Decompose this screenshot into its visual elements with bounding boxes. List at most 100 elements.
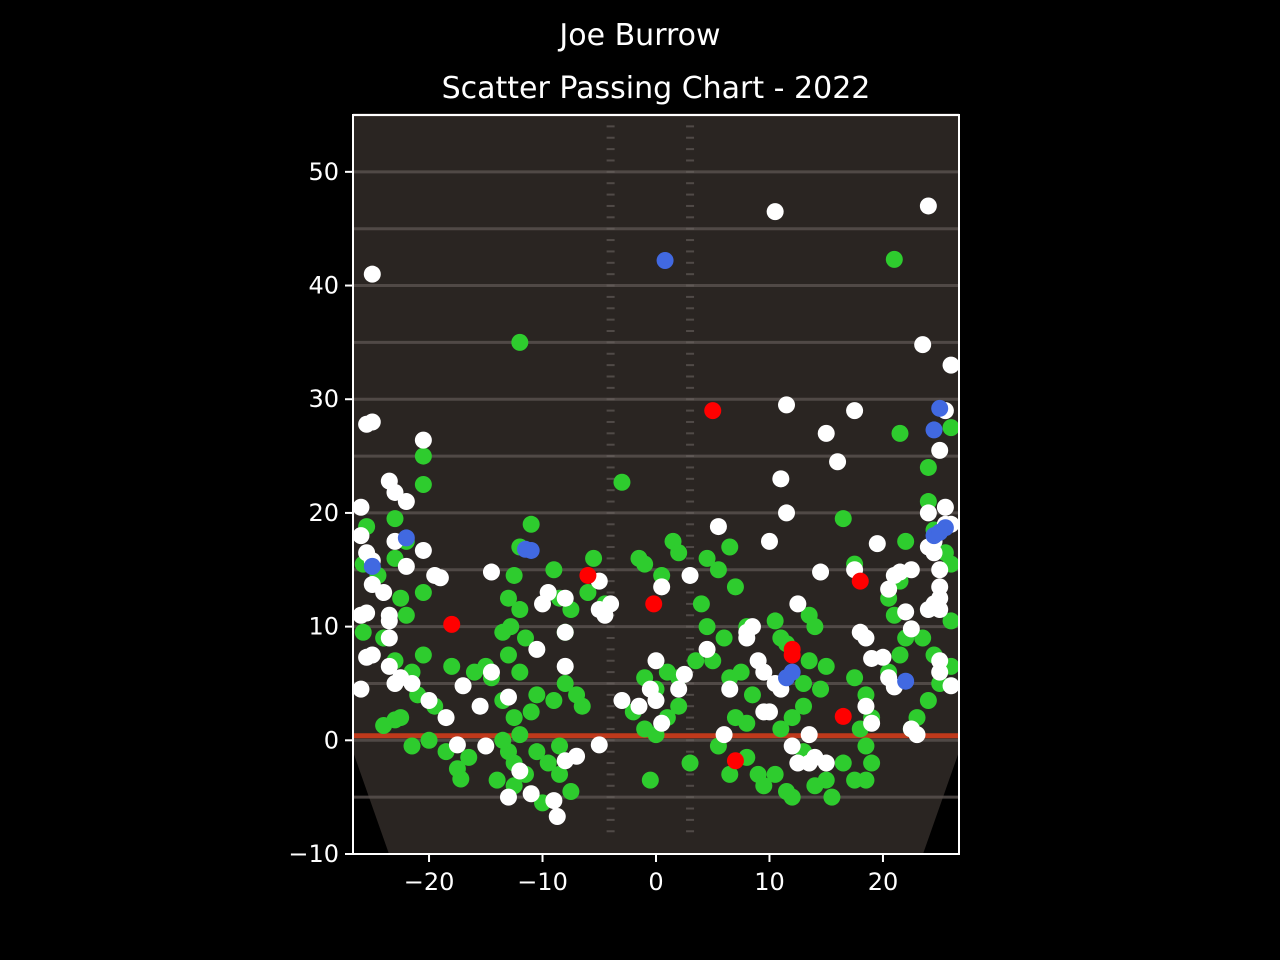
scatter-point bbox=[942, 419, 960, 437]
scatter-point bbox=[715, 629, 733, 647]
scatter-point bbox=[613, 692, 631, 710]
scatter-point bbox=[908, 726, 926, 744]
scatter-point bbox=[931, 523, 949, 541]
scatter-point bbox=[641, 771, 659, 789]
scatter-point bbox=[772, 470, 790, 488]
scatter-point bbox=[602, 595, 620, 613]
scatter-point bbox=[925, 421, 943, 439]
scatter-point bbox=[698, 640, 716, 658]
scatter-point bbox=[522, 515, 540, 533]
scatter-point bbox=[656, 252, 674, 270]
scatter-point bbox=[681, 566, 699, 584]
scatter-point bbox=[783, 737, 801, 755]
scatter-point bbox=[919, 601, 937, 619]
scatter-point bbox=[675, 665, 693, 683]
scatter-point bbox=[670, 544, 688, 562]
scatter-point bbox=[897, 603, 915, 621]
scatter-point bbox=[494, 731, 512, 749]
scatter-point bbox=[783, 709, 801, 727]
x-axis: −20 −10 0 10 20 bbox=[404, 854, 899, 896]
x-tick-label: −20 bbox=[404, 868, 455, 896]
scatter-point bbox=[522, 703, 540, 721]
scatter-point bbox=[511, 762, 529, 780]
y-tick-label: 50 bbox=[308, 158, 339, 186]
scatter-point bbox=[556, 657, 574, 675]
scatter-point bbox=[352, 527, 370, 545]
scatter-point bbox=[931, 663, 949, 681]
scatter-point bbox=[545, 792, 563, 810]
scatter-point bbox=[709, 518, 727, 536]
scatter-point bbox=[817, 657, 835, 675]
scatter-point bbox=[823, 788, 841, 806]
scatter-point bbox=[721, 538, 739, 556]
scatter-point bbox=[919, 458, 937, 476]
scatter-point bbox=[857, 737, 875, 755]
scatter-point bbox=[363, 557, 381, 575]
scatter-point bbox=[738, 714, 756, 732]
scatter-point bbox=[936, 498, 954, 516]
scatter-point bbox=[397, 493, 415, 511]
scatter-point bbox=[420, 692, 438, 710]
scatter-point bbox=[437, 709, 455, 727]
scatter-point bbox=[846, 669, 864, 687]
scatter-point bbox=[806, 618, 824, 636]
scatter-point bbox=[760, 703, 778, 721]
y-tick-label: 0 bbox=[324, 726, 339, 754]
scatter-point bbox=[397, 529, 415, 547]
scatter-point bbox=[380, 657, 398, 675]
scatter-point bbox=[568, 747, 586, 765]
scatter-point bbox=[545, 561, 563, 579]
scatter-point bbox=[505, 709, 523, 727]
scatter-point bbox=[647, 692, 665, 710]
chart-title: Joe Burrow bbox=[557, 18, 720, 53]
scatter-point bbox=[556, 589, 574, 607]
scatter-point bbox=[556, 674, 574, 692]
scatter-point bbox=[914, 336, 932, 354]
scatter-point bbox=[721, 765, 739, 783]
scatter-point bbox=[755, 663, 773, 681]
scatter-point bbox=[505, 566, 523, 584]
y-tick-label: −10 bbox=[288, 840, 339, 868]
scatter-point bbox=[397, 557, 415, 575]
scatter-point bbox=[562, 782, 580, 800]
x-tick-label: 20 bbox=[868, 868, 899, 896]
scatter-point bbox=[817, 424, 835, 442]
scatter-point bbox=[386, 711, 404, 729]
scatter-point bbox=[590, 736, 608, 754]
scatter-point bbox=[772, 720, 790, 738]
scatter-point bbox=[573, 697, 591, 715]
data-points bbox=[352, 197, 960, 825]
x-tick-label: 0 bbox=[648, 868, 663, 896]
scatter-point bbox=[511, 601, 529, 619]
scatter-point bbox=[687, 652, 705, 670]
scatter-point bbox=[766, 612, 784, 630]
scatter-point bbox=[670, 697, 688, 715]
scatter-point bbox=[880, 580, 898, 598]
scatter-point bbox=[766, 203, 784, 221]
scatter-point bbox=[488, 771, 506, 789]
scatter-point bbox=[653, 578, 671, 596]
scatter-point bbox=[386, 510, 404, 528]
scatter-point bbox=[857, 771, 875, 789]
scatter-point bbox=[851, 572, 869, 590]
y-tick-label: 40 bbox=[308, 272, 339, 300]
scatter-point bbox=[431, 569, 449, 587]
scatter-point bbox=[897, 672, 915, 690]
scatter-point bbox=[863, 754, 881, 772]
scatter-point bbox=[420, 731, 438, 749]
scatter-point bbox=[380, 612, 398, 630]
scatter-point bbox=[919, 692, 937, 710]
scatter-point bbox=[817, 771, 835, 789]
scatter-point bbox=[414, 646, 432, 664]
scatter-point bbox=[698, 618, 716, 636]
scatter-point bbox=[766, 765, 784, 783]
scatter-point bbox=[539, 584, 557, 602]
scatter-point bbox=[556, 623, 574, 641]
scatter-point bbox=[452, 770, 470, 788]
scatter-point bbox=[499, 688, 517, 706]
scatter-point bbox=[375, 584, 393, 602]
scatter-point bbox=[698, 549, 716, 567]
scatter-point bbox=[414, 431, 432, 449]
scatter-point bbox=[800, 726, 818, 744]
